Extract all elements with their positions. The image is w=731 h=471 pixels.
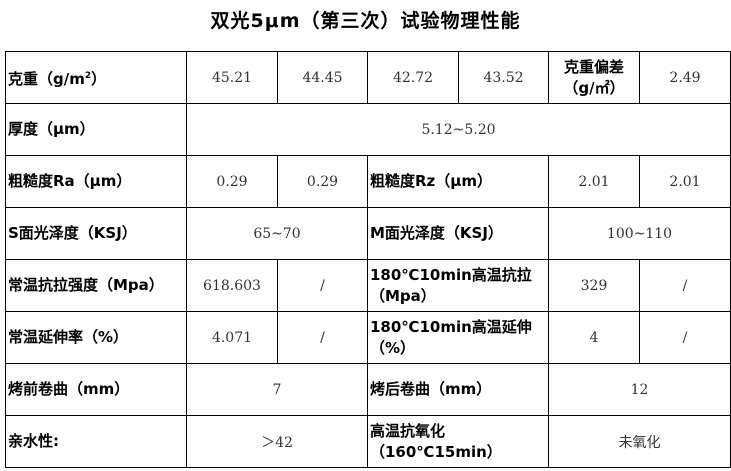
table-row-thickness: 厚度（μm） 5.12~5.20 [5, 103, 731, 156]
weight-deviation-value: 2.49 [639, 51, 731, 104]
ra-label: 粗糙度Ra（μm） [5, 155, 187, 208]
hydrophilic-label: 亲水性: [5, 415, 187, 468]
ra-value-2: 0.29 [277, 155, 368, 208]
m-gloss-value: 100~110 [548, 207, 731, 260]
ht-tensile-label: 180℃10min高温抗拉（Mpa） [367, 259, 549, 312]
weight-label: 克重（g/m2） [5, 51, 187, 104]
hydrophilic-value: ＞42 [186, 415, 368, 468]
oxidation-value: 未氧化 [548, 415, 731, 468]
table-row-elongation: 常温延伸率（%） 4.071 / 180℃10min高温延伸（%） 4 / [5, 311, 731, 364]
weight-deviation-label: 克重偏差（g/㎡） [548, 51, 640, 104]
rz-value-1: 2.01 [548, 155, 640, 208]
ht-elongation-value-2: / [639, 311, 731, 364]
table-row-weight: 克重（g/m2） 45.21 44.45 42.72 43.52 克重偏差（g/… [5, 51, 731, 104]
weight-value-3: 42.72 [367, 51, 459, 104]
weight-value-4: 43.52 [458, 51, 549, 104]
elongation-label: 常温延伸率（%） [5, 311, 187, 364]
oxidation-label: 高温抗氧化（160℃15min） [367, 415, 549, 468]
s-gloss-value: 65~70 [186, 207, 368, 260]
ht-tensile-value-1: 329 [548, 259, 640, 312]
table-row-gloss: S面光泽度（KSJ） 65~70 M面光泽度（KSJ） 100~110 [5, 207, 731, 260]
table-row-misc: 亲水性: ＞42 高温抗氧化（160℃15min） 未氧化 [5, 415, 731, 468]
table-row-curl: 烤前卷曲（mm） 7 烤后卷曲（mm） 12 [5, 363, 731, 416]
ht-elongation-value-1: 4 [548, 311, 640, 364]
s-gloss-label: S面光泽度（KSJ） [5, 207, 187, 260]
curl-after-value: 12 [548, 363, 731, 416]
table-row-tensile: 常温抗拉强度（Mpa） 618.603 / 180℃10min高温抗拉（Mpa）… [5, 259, 731, 312]
tensile-value-1: 618.603 [186, 259, 278, 312]
weight-value-2: 44.45 [277, 51, 368, 104]
curl-after-label: 烤后卷曲（mm） [367, 363, 549, 416]
elongation-value-1: 4.071 [186, 311, 278, 364]
rz-label: 粗糙度Rz（μm） [367, 155, 549, 208]
rz-value-2: 2.01 [639, 155, 731, 208]
tensile-label: 常温抗拉强度（Mpa） [5, 259, 187, 312]
document-title: 双光5μm（第三次）试验物理性能 [210, 10, 521, 32]
ra-value-1: 0.29 [186, 155, 278, 208]
ht-tensile-value-2: / [639, 259, 731, 312]
elongation-value-2: / [277, 311, 368, 364]
properties-table: 克重（g/m2） 45.21 44.45 42.72 43.52 克重偏差（g/… [5, 51, 731, 468]
m-gloss-label: M面光泽度（KSJ） [367, 207, 549, 260]
thickness-label: 厚度（μm） [5, 103, 187, 156]
curl-before-value: 7 [186, 363, 368, 416]
ht-elongation-label: 180℃10min高温延伸（%） [367, 311, 549, 364]
weight-value-1: 45.21 [186, 51, 278, 104]
thickness-value: 5.12~5.20 [186, 103, 731, 156]
curl-before-label: 烤前卷曲（mm） [5, 363, 187, 416]
tensile-value-2: / [277, 259, 368, 312]
table-row-roughness: 粗糙度Ra（μm） 0.29 0.29 粗糙度Rz（μm） 2.01 2.01 [5, 155, 731, 208]
